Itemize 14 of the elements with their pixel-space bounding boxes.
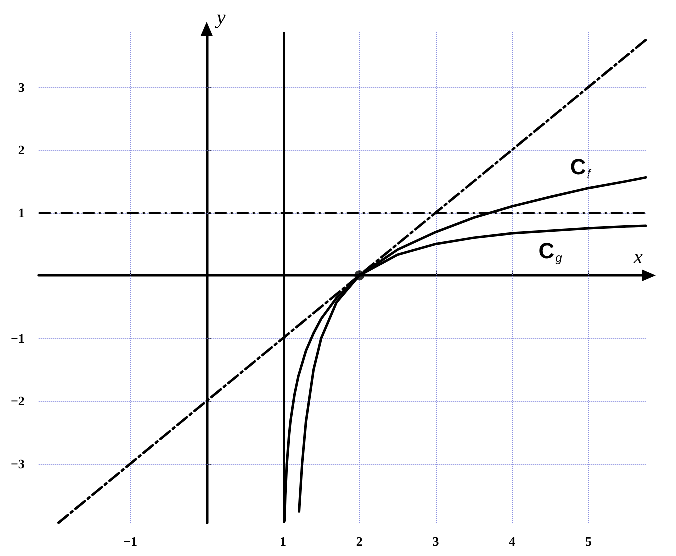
x-tick-label: −1 [124,534,138,549]
y-tick-label: −1 [10,330,25,346]
x-tick-label: 5 [585,534,592,549]
y-tick-label: 2 [18,142,25,158]
y-tick-label: −3 [10,456,26,472]
x-tick-label: 3 [432,534,440,549]
y-axis-title: y [214,7,226,29]
x-tick-label: 1 [280,534,287,549]
x-tick-label: 2 [356,534,363,549]
y-tick-label: −2 [10,394,25,409]
x-tick-label: 4 [509,534,516,549]
y-tick-label: 1 [18,205,25,220]
x-axis-title: x [633,246,643,269]
y-tick-label: 3 [18,80,26,95]
